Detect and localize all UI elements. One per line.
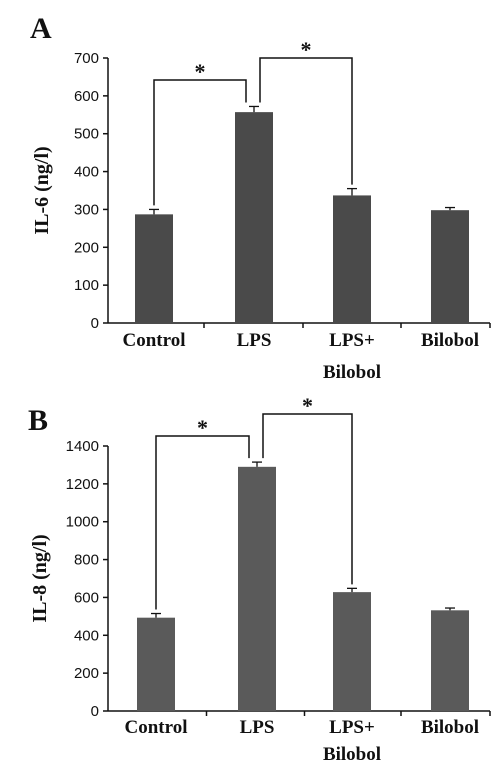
category-label-line2: Bilobol [323, 744, 381, 764]
bar [333, 592, 371, 711]
bar [238, 466, 276, 711]
y-axis-label: IL-8 (ng/l) [29, 534, 51, 622]
category-label: LPS [240, 717, 275, 738]
y-axis-label: IL-6 (ng/l) [31, 146, 53, 234]
y-tick-label: 200 [74, 665, 99, 682]
category-label: LPS+ [329, 330, 375, 351]
y-tick-label: 500 [74, 126, 99, 143]
y-tick-label: 700 [74, 50, 99, 67]
significance-star: * [302, 393, 313, 418]
significance-star: * [197, 415, 208, 440]
y-tick-label: 1400 [66, 438, 99, 455]
significance-star: * [301, 37, 312, 62]
y-tick-label: 0 [91, 703, 99, 720]
significance-bracket [262, 413, 353, 585]
y-tick-label: 800 [74, 552, 99, 569]
category-label: Bilobol [421, 717, 479, 738]
panel-label: A [30, 12, 52, 45]
y-tick-label: 1200 [66, 476, 99, 493]
bar [235, 112, 273, 323]
category-label: Bilobol [421, 330, 479, 351]
significance-bracket [259, 57, 353, 185]
panel-a: A IL-6 (ng/l) 0 100 200 300 400 500 600 700 Contro… [30, 12, 491, 383]
panel-b: B IL-8 (ng/l) 0 200 400 600 800 1000 1200 1400 Con… [28, 393, 491, 764]
y-tick-label: 600 [74, 589, 99, 606]
y-tick-label: 1000 [66, 514, 99, 531]
panel-label: B [28, 404, 48, 437]
category-label: LPS+ [329, 717, 375, 738]
y-tick-label: 400 [74, 164, 99, 181]
y-tick-label: 0 [91, 315, 99, 332]
y-tick-label: 100 [74, 277, 99, 294]
y-tick-label: 600 [74, 88, 99, 105]
y-tick-label: 200 [74, 239, 99, 256]
significance-bracket [155, 435, 250, 610]
significance-star: * [195, 59, 206, 84]
y-tick-label: 300 [74, 201, 99, 218]
category-label-line2: Bilobol [323, 362, 381, 383]
category-label: Control [125, 717, 188, 738]
y-tick-label: 400 [74, 627, 99, 644]
category-label: LPS [237, 330, 272, 351]
bar [333, 195, 371, 323]
bar [431, 210, 469, 323]
significance-bracket [153, 79, 247, 206]
bar [431, 610, 469, 711]
bar [137, 617, 175, 711]
category-label: Control [123, 330, 186, 351]
bar [135, 214, 173, 323]
